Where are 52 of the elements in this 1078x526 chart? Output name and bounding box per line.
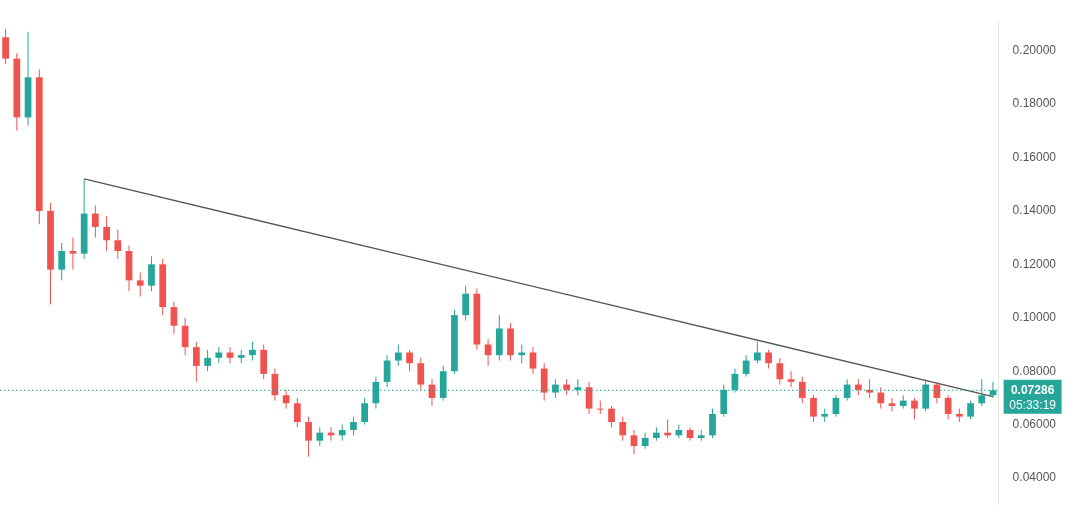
candlestick [462, 285, 470, 321]
candlestick [69, 237, 77, 271]
candlestick [709, 408, 716, 439]
y-tick-label: 0.10000 [1012, 310, 1057, 325]
candlestick [192, 341, 200, 383]
candlestick [136, 271, 144, 297]
candlestick [888, 397, 896, 412]
candlestick [305, 416, 312, 458]
candlestick [630, 429, 638, 455]
y-tick-label: 0.06000 [1012, 416, 1057, 431]
candlestick [406, 349, 413, 372]
candlestick [585, 381, 593, 415]
candlestick [170, 301, 178, 335]
y-tick-label: 0.20000 [1012, 42, 1057, 57]
candlestick [58, 242, 66, 281]
candlestick [114, 229, 122, 260]
candlestick [596, 400, 604, 415]
candlestick [350, 416, 357, 436]
candlestick [776, 357, 784, 386]
candlestick [765, 349, 772, 370]
candlestick [249, 341, 256, 362]
candlestick [877, 386, 885, 410]
candlestick [787, 370, 795, 388]
candlestick [417, 357, 425, 391]
ref-line-label: 0.07286 [1010, 382, 1055, 397]
candlestick [2, 28, 9, 65]
candlestick [394, 343, 402, 367]
candlestick [204, 349, 211, 372]
candlestick [967, 400, 974, 420]
candlestick [866, 378, 873, 399]
y-tick-label: 0.08000 [1012, 363, 1057, 378]
candlestick [316, 426, 324, 447]
candlestick [619, 416, 627, 442]
candlestick [103, 215, 110, 252]
y-tick-label: 0.12000 [1012, 256, 1057, 271]
y-tick-label: 0.14000 [1012, 203, 1057, 218]
candlestick [911, 397, 918, 420]
candlestick [810, 394, 817, 423]
candlestick [608, 405, 615, 428]
candlestick [754, 341, 761, 364]
candlestick [148, 255, 155, 292]
candlestick [484, 338, 492, 367]
y-tick-label: 0.16000 [1012, 149, 1057, 164]
y-tick-label: 0.18000 [1012, 96, 1057, 111]
candlestick [798, 376, 806, 404]
y-tick-label: 0.04000 [1012, 470, 1057, 485]
candlestick [293, 397, 301, 428]
text: 05:33:19 [1009, 397, 1057, 412]
candlestick [92, 205, 99, 239]
candlestick [361, 397, 369, 426]
candlestick [181, 317, 189, 356]
candlestick [742, 354, 750, 378]
